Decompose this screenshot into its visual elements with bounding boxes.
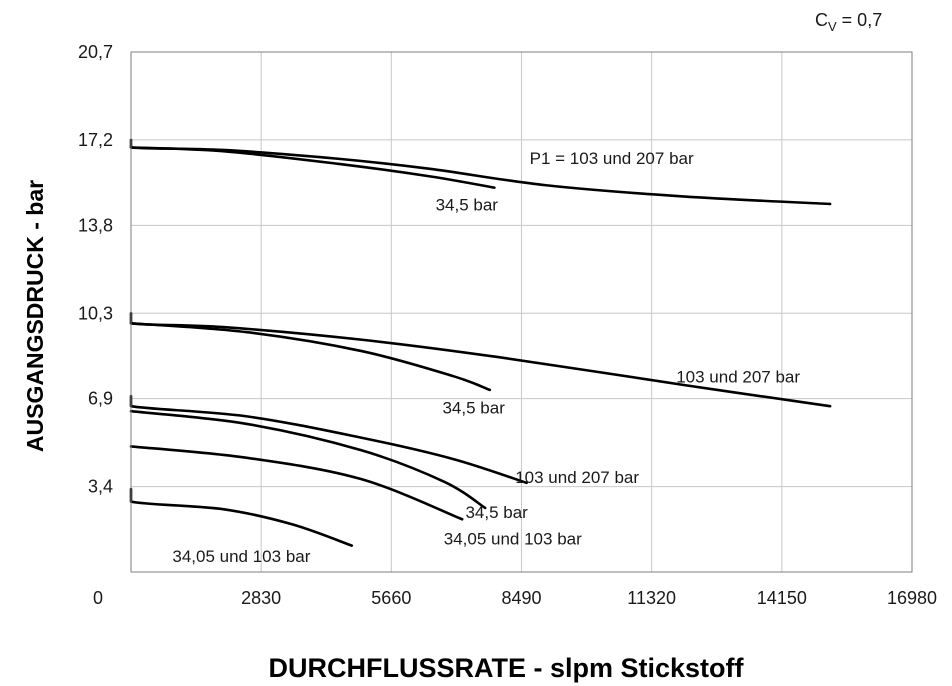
series-lines (129, 138, 832, 547)
series-line (129, 322, 492, 392)
y-tick-label: 13,8 (78, 215, 113, 235)
x-axis-title: DURCHFLUSSRATE - slpm Stickstoff (268, 653, 744, 683)
series-annotation: 34,05 und 103 bar (172, 547, 310, 566)
series-annotation: 103 und 207 bar (676, 367, 800, 386)
x-tick-label: 5660 (371, 588, 411, 608)
x-tick-label: 2830 (241, 588, 281, 608)
y-tick-label: 3,4 (88, 477, 113, 497)
series-line (129, 445, 464, 521)
x-tick-label: 8490 (501, 588, 541, 608)
series-line (129, 409, 487, 510)
cv-label: CV = 0,7 (815, 10, 882, 34)
x-tick-label: 11320 (627, 588, 676, 608)
plot-frame (130, 51, 913, 573)
y-axis-title: AUSGANGSDRUCK - bar (22, 180, 48, 452)
series-annotation: P1 = 103 und 207 bar (530, 149, 694, 168)
y-tick-label: 10,3 (78, 303, 113, 323)
series-annotation: 103 und 207 bar (515, 468, 639, 487)
x-tick-label: 16980 (887, 588, 937, 608)
series-annotation: 34,05 und 103 bar (444, 529, 582, 548)
series-annotation: 34,5 bar (442, 399, 505, 418)
series-line (129, 146, 496, 189)
series-line (129, 394, 528, 485)
x-tick-label: 14150 (757, 588, 807, 608)
tick-labels: 0 2830 5660 8490 11320 14150 16980 3,4 6,9 10,3 13… (78, 42, 937, 608)
annotations: P1 = 103 und 207 bar 34,5 bar 103 und 207 … (172, 149, 800, 566)
x-tick-label: 0 (93, 588, 103, 608)
series-line (129, 311, 832, 408)
series-annotation: 34,5 bar (436, 195, 499, 214)
series-line (129, 487, 354, 547)
y-tick-label: 17,2 (78, 130, 113, 150)
grid-lines (131, 52, 912, 572)
y-tick-label: 6,9 (88, 389, 113, 409)
y-tick-label: 20,7 (78, 42, 113, 62)
series-annotation: 34,5 bar (465, 503, 528, 522)
